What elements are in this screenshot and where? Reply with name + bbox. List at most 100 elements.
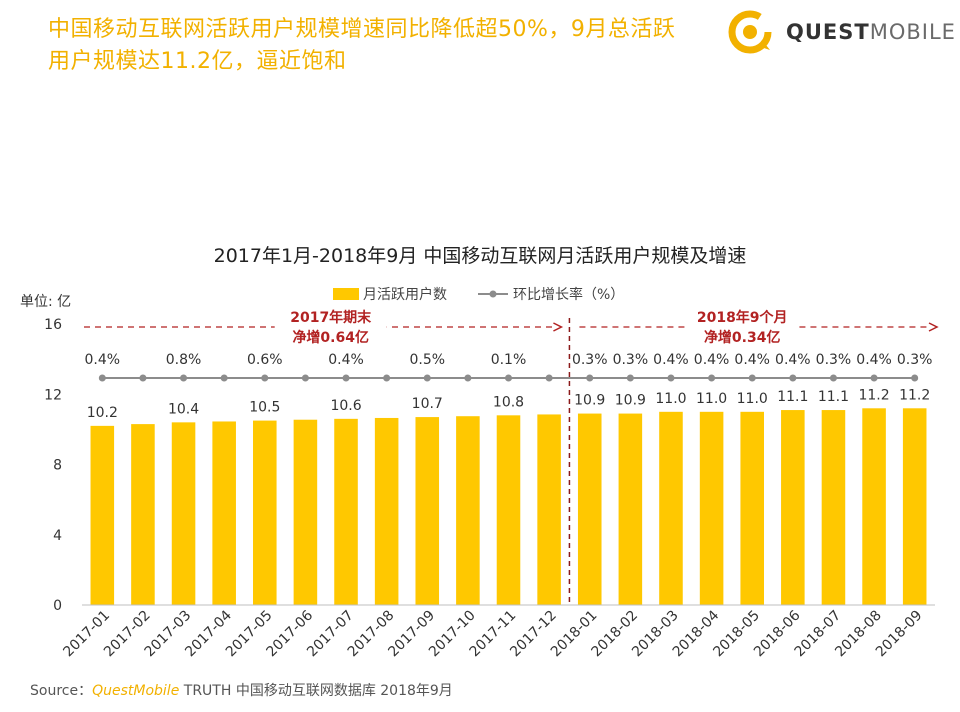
rate-labels: 0.4% 0.8% 0.6% 0.4% 0.5% 0.1% 0.3% 0.3% 0.4% 0.4%… bbox=[85, 352, 933, 368]
headline-line-2: 用户规模达11.2亿，逼近饱和 bbox=[48, 49, 347, 74]
annotation-line-1: 2017年期末 bbox=[290, 309, 372, 326]
rate-point bbox=[626, 374, 634, 382]
bar bbox=[781, 410, 805, 605]
bar-value-label: 10.7 bbox=[412, 396, 443, 412]
rate-value-label: 0.4% bbox=[653, 352, 689, 368]
rate-point bbox=[423, 374, 431, 382]
annotation-line-1: 2018年9个月 bbox=[697, 309, 788, 326]
bar bbox=[902, 408, 927, 605]
bar bbox=[415, 417, 440, 605]
annotation-backdrop bbox=[274, 306, 387, 348]
bar-value-label: 10.9 bbox=[574, 393, 605, 409]
rate-point bbox=[505, 374, 512, 382]
y-tick-label: 0 bbox=[53, 598, 62, 614]
rate-value-label: 0.4% bbox=[328, 352, 364, 368]
rate-line bbox=[98, 374, 919, 382]
bars bbox=[90, 408, 927, 605]
rate-point bbox=[789, 374, 797, 382]
annotation-line-2: 净增0.34亿 bbox=[704, 329, 781, 346]
source-brand: QuestMobile bbox=[92, 683, 180, 699]
bar bbox=[293, 419, 318, 605]
rate-point bbox=[911, 374, 919, 382]
bar bbox=[537, 414, 561, 605]
rate-value-label: 0.8% bbox=[166, 352, 202, 368]
y-tick-label: 8 bbox=[53, 458, 62, 474]
rate-point bbox=[261, 374, 269, 382]
bar-value-label: 10.2 bbox=[87, 405, 118, 421]
bar-value-label: 11.2 bbox=[899, 387, 930, 403]
logo-text-light: MOBILE bbox=[869, 20, 956, 44]
rate-point bbox=[545, 374, 553, 382]
bar bbox=[212, 421, 236, 605]
rate-value-label: 0.4% bbox=[856, 352, 892, 368]
rate-point bbox=[383, 374, 391, 382]
bar bbox=[618, 413, 643, 605]
bar bbox=[131, 424, 155, 605]
annotation-arrows bbox=[84, 322, 939, 332]
bar-value-label: 11.0 bbox=[737, 391, 768, 407]
annotation-arrow-head bbox=[553, 322, 564, 332]
bar bbox=[374, 417, 399, 605]
y-tick-label: 12 bbox=[44, 387, 62, 403]
rate-value-label: 0.3% bbox=[572, 352, 608, 368]
rate-point bbox=[180, 374, 188, 382]
bar bbox=[456, 416, 480, 605]
bar-value-label: 11.0 bbox=[696, 391, 727, 407]
rate-point bbox=[139, 374, 147, 382]
rate-value-label: 0.6% bbox=[247, 352, 283, 368]
bar bbox=[253, 420, 277, 605]
annotation-arrow-head bbox=[928, 322, 939, 332]
bar bbox=[577, 413, 602, 605]
rate-value-label: 0.3% bbox=[613, 352, 649, 368]
bar bbox=[862, 408, 886, 605]
bar-value-label: 11.0 bbox=[655, 391, 686, 407]
chart-title: 2017年1月-2018年9月 中国移动互联网月活跃用户规模及增速 bbox=[214, 245, 747, 267]
bar bbox=[821, 410, 846, 605]
y-tick-label: 16 bbox=[44, 317, 62, 333]
rate-point bbox=[342, 374, 350, 382]
rate-point bbox=[220, 374, 228, 382]
bar bbox=[171, 422, 196, 605]
x-axis: 2017-012017-022017-032017-042017-052017-… bbox=[60, 607, 925, 660]
rate-point bbox=[748, 374, 756, 382]
legend-bar-label: 月活跃用户数 bbox=[363, 286, 447, 303]
rate-point bbox=[301, 374, 309, 382]
rate-point bbox=[98, 374, 106, 382]
headline-line-1: 中国移动互联网活跃用户规模增速同比降低超50%，9月总活跃 bbox=[48, 17, 676, 42]
legend: 月活跃用户数 环比增长率（%） bbox=[333, 286, 624, 303]
legend-line-label: 环比增长率（%） bbox=[513, 286, 624, 303]
bar-labels: 10.2 10.4 10.5 10.6 10.7 10.8 10.9 10.9 11.0 11.0… bbox=[87, 387, 931, 421]
bar-value-label: 10.8 bbox=[493, 394, 524, 410]
annotation-backdrop bbox=[686, 306, 799, 348]
rate-value-label: 0.3% bbox=[816, 352, 852, 368]
bar-value-label: 10.4 bbox=[168, 401, 199, 417]
bar bbox=[699, 411, 724, 605]
logo-text-bold: QUEST bbox=[786, 20, 870, 44]
bar bbox=[740, 411, 764, 605]
rate-value-label: 0.4% bbox=[775, 352, 811, 368]
source-label: Source： bbox=[30, 683, 93, 699]
rate-point bbox=[586, 374, 594, 382]
legend-bar-swatch bbox=[333, 288, 359, 300]
bar bbox=[90, 425, 115, 605]
bar-value-label: 10.9 bbox=[615, 393, 646, 409]
questmobile-logo-icon bbox=[728, 10, 772, 54]
logo-text: QUESTMOBILE bbox=[786, 20, 956, 44]
rate-point bbox=[829, 374, 837, 382]
bar-value-label: 11.2 bbox=[858, 387, 889, 403]
legend-line-marker bbox=[489, 290, 497, 298]
rate-point bbox=[870, 374, 878, 382]
unit-label: 单位: 亿 bbox=[20, 294, 71, 310]
bar-value-label: 11.1 bbox=[818, 389, 849, 405]
y-tick-label: 4 bbox=[53, 528, 62, 544]
questmobile-logo: QUESTMOBILE bbox=[724, 8, 956, 56]
bar bbox=[659, 411, 683, 605]
bar-value-label: 10.6 bbox=[330, 398, 361, 414]
rate-value-label: 0.1% bbox=[491, 352, 527, 368]
rate-value-label: 0.4% bbox=[694, 352, 730, 368]
bar-value-label: 10.5 bbox=[249, 400, 280, 416]
rate-value-label: 0.5% bbox=[409, 352, 445, 368]
rate-value-label: 0.3% bbox=[897, 352, 933, 368]
